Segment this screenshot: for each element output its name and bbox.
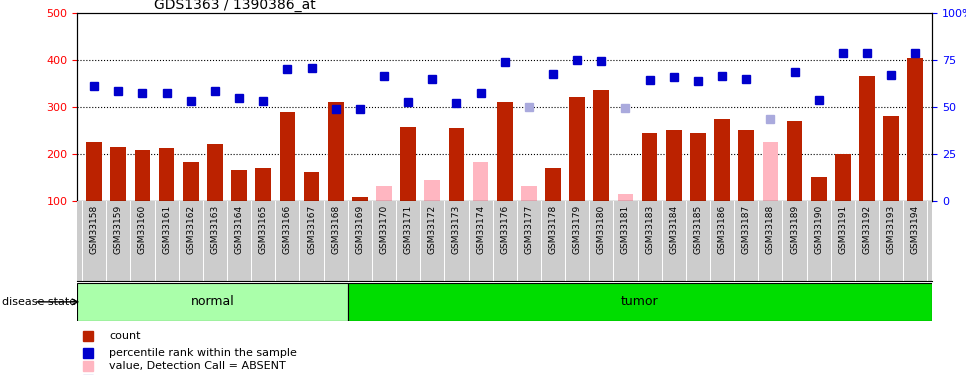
Bar [569,98,585,201]
Text: GSM33180: GSM33180 [597,205,606,254]
Text: GSM33158: GSM33158 [90,205,99,254]
Text: GSM33162: GSM33162 [186,205,195,254]
Bar [303,172,320,201]
Text: GSM33179: GSM33179 [573,205,582,254]
Bar [183,162,199,201]
Text: GSM33189: GSM33189 [790,205,799,254]
Bar [279,112,296,201]
Bar [521,186,537,201]
Bar [762,142,779,201]
Text: GSM33170: GSM33170 [380,205,388,254]
Text: GSM33164: GSM33164 [235,205,243,254]
Text: GSM33178: GSM33178 [549,205,557,254]
Text: GSM33191: GSM33191 [838,205,847,254]
Text: GSM33194: GSM33194 [911,205,920,254]
Bar [593,90,610,201]
Text: GSM33187: GSM33187 [742,205,751,254]
Bar [77,283,348,321]
Text: GSM33167: GSM33167 [307,205,316,254]
Text: normal: normal [190,296,235,308]
Bar [497,102,513,201]
Bar [883,116,899,201]
Text: disease state: disease state [2,297,76,307]
Text: GSM33163: GSM33163 [211,205,219,254]
Text: GSM33166: GSM33166 [283,205,292,254]
Bar [738,130,754,201]
Bar [86,142,102,201]
Text: GSM33174: GSM33174 [476,205,485,254]
Bar [786,121,803,201]
Text: GSM33185: GSM33185 [694,205,702,254]
Bar [158,148,175,201]
Text: GSM33171: GSM33171 [404,205,412,254]
Bar [231,170,247,201]
Bar [348,283,932,321]
Bar [907,58,923,201]
Bar [859,76,875,201]
Bar [327,102,344,201]
Bar [666,130,682,201]
Text: value, Detection Call = ABSENT: value, Detection Call = ABSENT [109,360,286,370]
Bar [714,118,730,201]
Bar [376,186,392,201]
Text: GSM33169: GSM33169 [355,205,364,254]
Bar [207,144,223,201]
Text: tumor: tumor [621,296,659,308]
Text: GSM33188: GSM33188 [766,205,775,254]
Bar [835,154,851,201]
Bar [810,177,827,201]
Text: GSM33177: GSM33177 [525,205,533,254]
Bar [255,168,271,201]
Text: GSM33181: GSM33181 [621,205,630,254]
Bar [110,147,127,201]
Bar [690,133,706,201]
Text: GSM33190: GSM33190 [814,205,823,254]
Text: GSM33184: GSM33184 [669,205,678,254]
Bar [134,150,151,201]
Bar [472,162,489,201]
Text: GSM33176: GSM33176 [500,205,509,254]
Text: percentile rank within the sample: percentile rank within the sample [109,348,297,358]
Text: GSM33168: GSM33168 [331,205,340,254]
Text: GSM33186: GSM33186 [718,205,726,254]
Bar [545,168,561,201]
Bar [617,194,634,201]
Bar [424,180,440,201]
Text: count: count [109,331,141,340]
Text: GSM33192: GSM33192 [863,205,871,254]
Text: GSM33160: GSM33160 [138,205,147,254]
Text: GSM33161: GSM33161 [162,205,171,254]
Text: GSM33193: GSM33193 [887,205,895,254]
Text: GSM33173: GSM33173 [452,205,461,254]
Text: GSM33159: GSM33159 [114,205,123,254]
Text: GDS1363 / 1390386_at: GDS1363 / 1390386_at [155,0,316,12]
Text: GSM33183: GSM33183 [645,205,654,254]
Bar [352,197,368,201]
Bar [448,128,465,201]
Text: GSM33165: GSM33165 [259,205,268,254]
Bar [641,133,658,201]
Bar [400,126,416,201]
Text: GSM33172: GSM33172 [428,205,437,254]
